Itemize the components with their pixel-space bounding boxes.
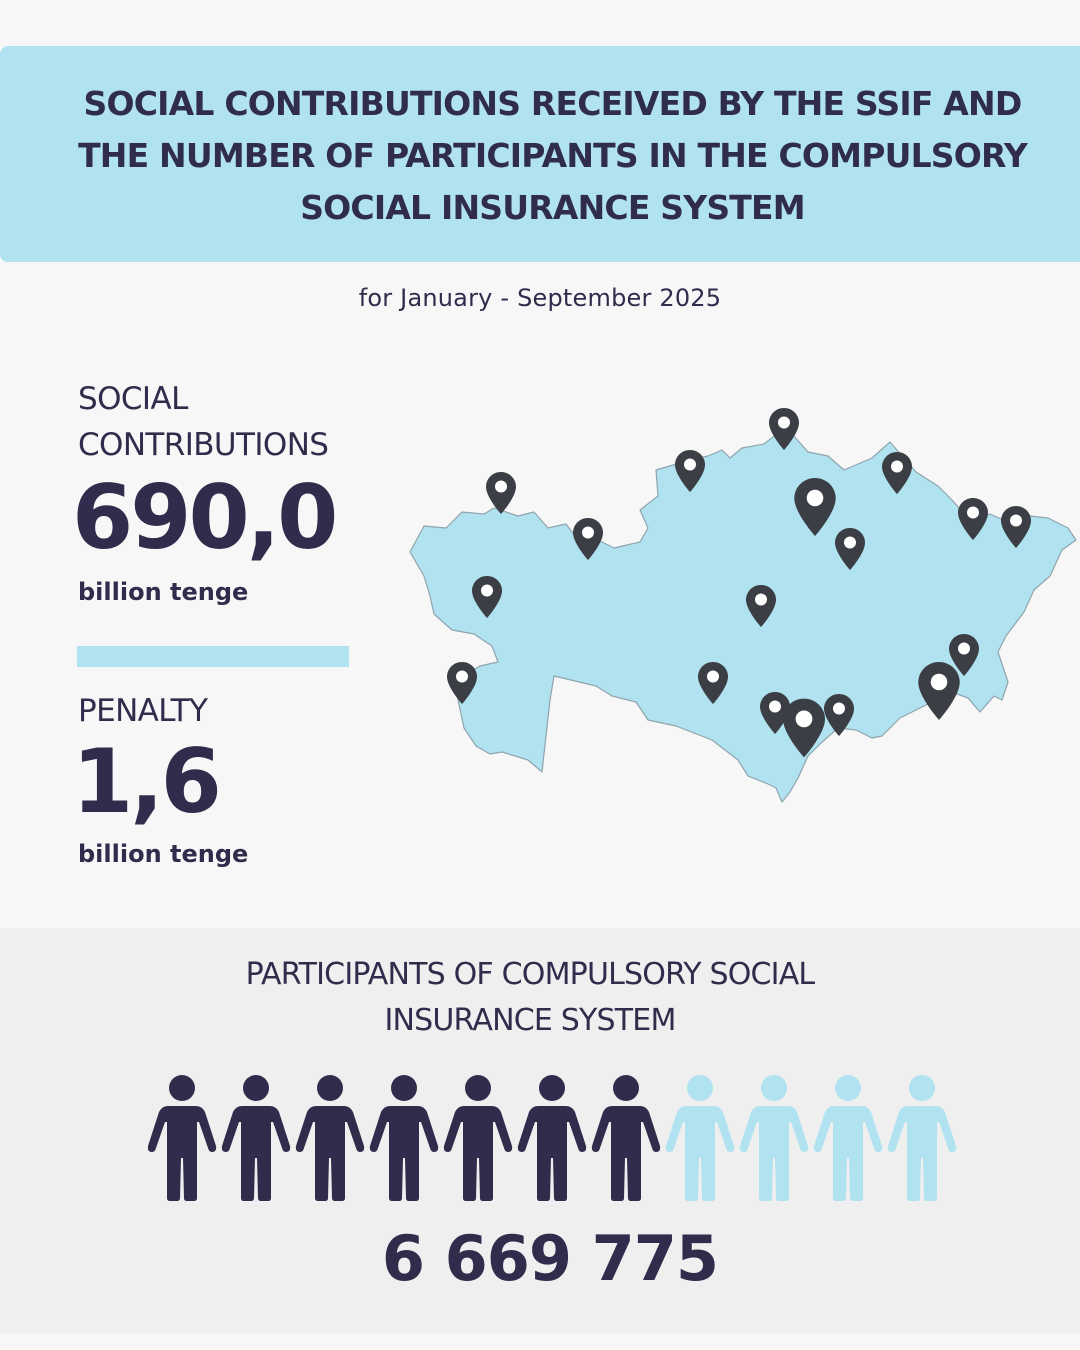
page-title: SOCIAL CONTRIBUTIONS RECEIVED BY THE SSI… bbox=[78, 84, 1028, 227]
kazakhstan-map bbox=[409, 408, 1077, 803]
person-icon bbox=[148, 1075, 217, 1201]
contributions-label-line1: SOCIAL bbox=[78, 381, 188, 417]
person-icon bbox=[887, 1075, 957, 1201]
participants-title-line2: INSURANCE SYSTEM bbox=[384, 1003, 676, 1038]
penalty-value: 1,6 bbox=[72, 730, 222, 833]
person-icon bbox=[517, 1075, 587, 1201]
contributions-unit: billion tenge bbox=[78, 578, 249, 606]
person-icon bbox=[369, 1075, 439, 1201]
section-divider bbox=[77, 646, 349, 667]
person-icon bbox=[591, 1075, 661, 1201]
participants-title: PARTICIPANTS OF COMPULSORY SOCIAL INSURA… bbox=[140, 952, 920, 1044]
person-icon bbox=[221, 1075, 291, 1201]
penalty-unit: billion tenge bbox=[78, 840, 249, 868]
period-subtitle: for January - September 2025 bbox=[358, 284, 722, 312]
participants-pictogram bbox=[148, 1075, 957, 1201]
header-banner bbox=[0, 46, 1080, 262]
person-icon bbox=[665, 1075, 735, 1201]
person-icon bbox=[443, 1075, 513, 1201]
person-icon bbox=[813, 1075, 883, 1201]
person-icon bbox=[739, 1075, 809, 1201]
contributions-value: 690,0 bbox=[72, 466, 338, 569]
participants-title-line1: PARTICIPANTS OF COMPULSORY SOCIAL bbox=[245, 957, 816, 992]
contributions-label-line2: CONTRIBUTIONS bbox=[78, 427, 329, 463]
participants-total: 6 669 775 bbox=[381, 1222, 719, 1295]
map-pin-icon bbox=[918, 662, 960, 720]
penalty-label: PENALTY bbox=[78, 693, 208, 729]
map-country-shape bbox=[409, 429, 1077, 803]
person-icon bbox=[295, 1075, 365, 1201]
map-pin-icon bbox=[486, 472, 516, 514]
